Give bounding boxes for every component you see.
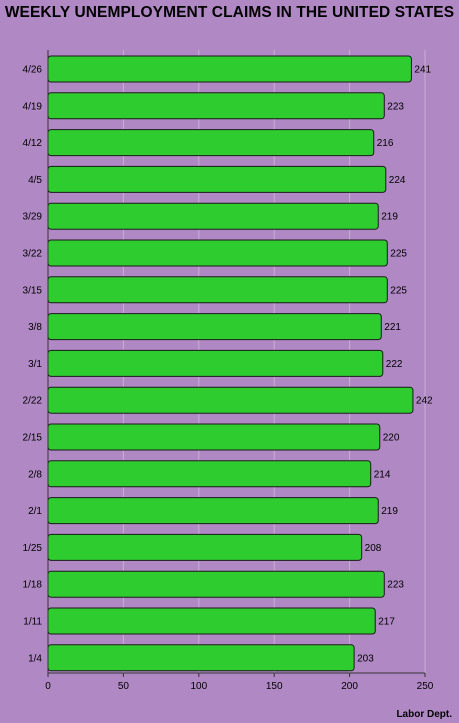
value-label: 223 xyxy=(387,101,404,112)
category-label: 1/11 xyxy=(23,617,42,628)
category-label: 2/22 xyxy=(23,396,43,407)
bar-2-15 xyxy=(47,423,381,451)
bar-2-8 xyxy=(47,460,372,488)
x-tick-label: 50 xyxy=(118,681,130,692)
category-label: 1/4 xyxy=(28,653,42,664)
category-label: 4/12 xyxy=(23,138,43,149)
bar-4-26 xyxy=(47,55,412,83)
value-label: 208 xyxy=(365,543,382,554)
value-label: 219 xyxy=(381,212,398,223)
value-label: 224 xyxy=(389,175,406,186)
value-label: 217 xyxy=(378,617,395,628)
x-tick-label: 200 xyxy=(341,681,358,692)
bars xyxy=(47,55,414,672)
category-label: 4/26 xyxy=(23,65,43,76)
category-label: 2/1 xyxy=(28,506,42,517)
x-tick-label: 250 xyxy=(417,681,434,692)
category-label: 3/15 xyxy=(23,285,43,296)
value-labels: 241 223 216 224 219 225 225 221 222 242 220 214 219 2… xyxy=(357,65,433,665)
category-label: 4/19 xyxy=(23,101,43,112)
value-label: 222 xyxy=(386,359,403,370)
value-label: 242 xyxy=(416,396,433,407)
value-label: 214 xyxy=(374,469,391,480)
x-tick-label: 150 xyxy=(266,681,283,692)
bar-1-18 xyxy=(47,570,385,598)
category-label: 3/8 xyxy=(28,322,42,333)
category-label: 1/18 xyxy=(23,580,43,591)
value-label: 216 xyxy=(377,138,394,149)
value-label: 219 xyxy=(381,506,398,517)
category-label: 1/25 xyxy=(23,543,43,554)
source-label: Labor Dept. xyxy=(396,709,452,720)
bar-2-22 xyxy=(47,386,414,414)
category-label: 3/22 xyxy=(23,249,43,260)
value-label: 241 xyxy=(414,65,431,76)
bar-3-22 xyxy=(47,239,388,267)
bar-3-29 xyxy=(47,202,379,230)
value-label: 225 xyxy=(390,249,407,260)
bar-3-15 xyxy=(47,276,388,304)
bar-4-19 xyxy=(47,92,385,120)
value-label: 203 xyxy=(357,653,374,664)
x-axis: 0 50 100 150 200 250 xyxy=(45,50,434,692)
value-label: 225 xyxy=(390,285,407,296)
bar-4-5 xyxy=(47,165,387,193)
bar-2-1 xyxy=(47,497,379,525)
bar-1-4 xyxy=(47,644,355,672)
value-label: 221 xyxy=(384,322,401,333)
category-label: 3/29 xyxy=(23,212,43,223)
bar-3-8 xyxy=(47,313,382,341)
value-label: 220 xyxy=(383,433,400,444)
bar-3-1 xyxy=(47,349,384,377)
category-label: 3/1 xyxy=(28,359,42,370)
bar-4-12 xyxy=(47,129,375,157)
category-label: 2/15 xyxy=(23,433,43,444)
bar-1-11 xyxy=(47,607,376,635)
x-tick-label: 0 xyxy=(45,681,51,692)
category-label: 2/8 xyxy=(28,469,42,480)
x-tick-label: 100 xyxy=(190,681,207,692)
value-label: 223 xyxy=(387,580,404,591)
chart-title: WEEKLY UNEMPLOYMENT CLAIMS IN THE UNITED… xyxy=(4,4,455,21)
category-label: 4/5 xyxy=(28,175,42,186)
category-labels: 4/26 4/19 4/12 4/5 3/29 3/22 3/15 3/8 3/1 2/22 2/1… xyxy=(23,65,43,665)
bar-1-25 xyxy=(47,533,363,561)
